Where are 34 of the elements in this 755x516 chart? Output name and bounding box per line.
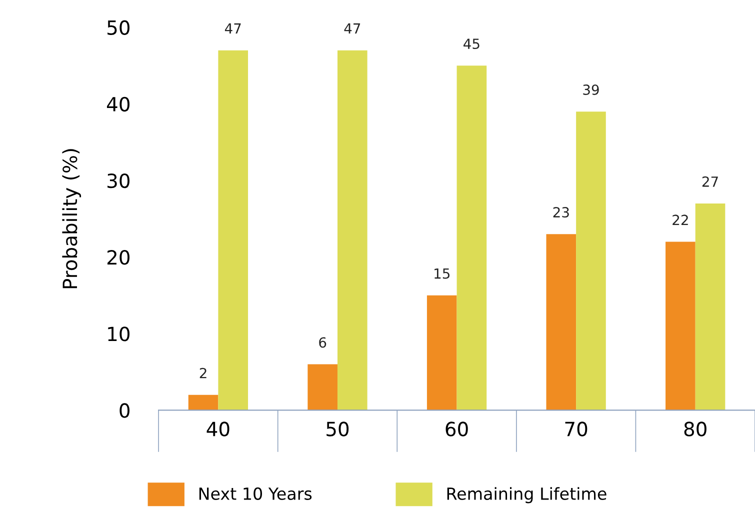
bar <box>576 112 606 410</box>
bar <box>695 203 726 410</box>
x-tick-label: 50 <box>326 422 349 436</box>
data-label: 22 <box>672 214 688 225</box>
x-tick-label: 70 <box>565 422 588 436</box>
bar <box>188 394 218 410</box>
bar <box>546 234 576 410</box>
x-tick-label: 60 <box>446 422 468 436</box>
y-tick-label: 30 <box>108 173 130 188</box>
bar <box>337 50 368 410</box>
y-axis-title: Probability (%) <box>62 149 82 288</box>
data-label: 2 <box>200 368 206 378</box>
data-label: 47 <box>344 23 360 34</box>
data-label: 23 <box>553 207 569 218</box>
bar <box>308 364 338 410</box>
bar <box>426 295 457 410</box>
data-label: 45 <box>464 38 480 50</box>
x-tick-label: 80 <box>684 422 706 436</box>
bar <box>218 50 248 410</box>
data-label: 6 <box>319 337 326 348</box>
data-label: 27 <box>702 176 718 187</box>
x-tick-label: 40 <box>206 422 230 436</box>
y-tick-label: 10 <box>108 326 130 342</box>
y-tick-label: 50 <box>108 20 130 36</box>
data-label: 15 <box>434 268 450 279</box>
data-label: 39 <box>583 84 599 95</box>
bar <box>666 242 696 410</box>
legend-label: Remaining Lifetime <box>447 487 606 504</box>
legend-label: Next 10 Years <box>199 487 312 500</box>
y-tick-label: 40 <box>106 96 130 112</box>
data-label: 47 <box>224 23 241 34</box>
y-tick-label: 0 <box>120 403 130 418</box>
bar <box>456 66 487 410</box>
y-tick-label: 20 <box>107 250 130 265</box>
